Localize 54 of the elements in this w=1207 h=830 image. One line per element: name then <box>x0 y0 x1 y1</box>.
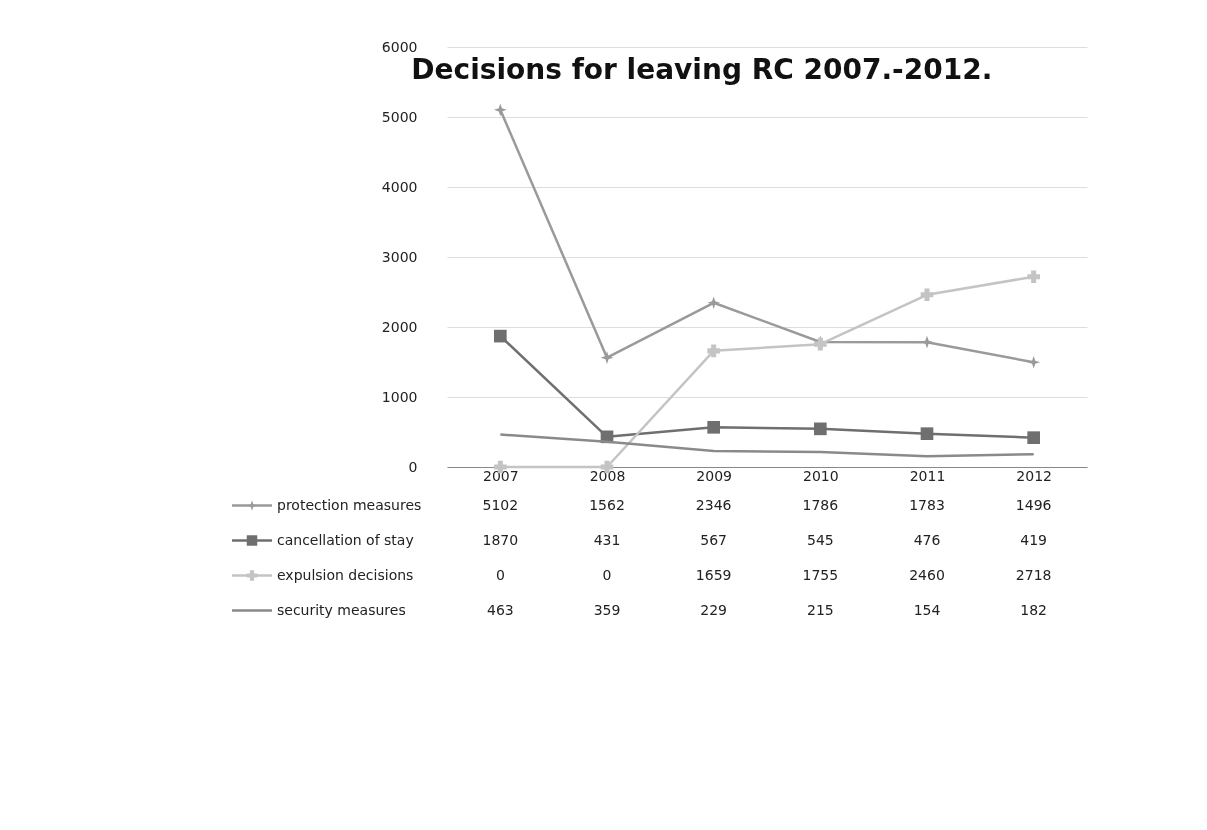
legend-label: protection measures <box>277 496 422 513</box>
y-tick-label: 5000 <box>381 108 418 125</box>
y-tick-label: 0 <box>408 458 418 475</box>
data-label: 5102 <box>482 496 519 513</box>
data-label: 182 <box>1020 601 1048 618</box>
point <box>494 103 507 117</box>
data-label: 2346 <box>695 496 732 513</box>
chart-title: Decisions for leaving RC 2007.-2012. <box>411 53 993 86</box>
data-label: 154 <box>913 601 941 618</box>
x-tick-label: 2010 <box>803 467 839 484</box>
data-label: 229 <box>700 601 728 618</box>
data-label: 359 <box>593 601 621 618</box>
data-label: 0 <box>495 566 505 583</box>
y-tick-label: 6000 <box>381 38 418 55</box>
data-label: 1755 <box>802 566 839 583</box>
data-label: 1786 <box>802 496 839 513</box>
point <box>494 329 507 343</box>
data-label: 545 <box>806 531 834 548</box>
point <box>814 422 827 436</box>
legend-label: cancellation of stay <box>277 531 414 548</box>
point <box>1027 270 1040 284</box>
data-label: 419 <box>1020 531 1048 548</box>
x-tick-label: 2007 <box>483 467 519 484</box>
data-label: 567 <box>700 531 728 548</box>
x-tick-label: 2009 <box>696 467 732 484</box>
point <box>920 427 934 440</box>
point <box>707 296 720 310</box>
point <box>600 351 614 364</box>
legend-label: security measures <box>277 601 406 618</box>
x-tick-label: 2012 <box>1016 467 1052 484</box>
data-label: 2718 <box>1015 566 1052 583</box>
y-tick-label: 2000 <box>381 318 418 335</box>
point <box>1027 431 1040 444</box>
data-label: 1496 <box>1015 496 1052 513</box>
data-label: 431 <box>593 531 621 548</box>
data-label: 1870 <box>482 531 519 548</box>
data-label: 1562 <box>589 496 625 513</box>
data-label: 215 <box>806 601 834 618</box>
point <box>920 288 934 302</box>
data-label: 463 <box>486 601 514 618</box>
data-label: 476 <box>913 531 941 548</box>
y-tick-label: 4000 <box>381 178 418 195</box>
data-label: 2460 <box>909 566 945 583</box>
data-label: 1659 <box>695 566 732 583</box>
y-tick-label: 1000 <box>381 388 418 405</box>
data-label: 1783 <box>909 496 945 513</box>
legend-label: expulsion decisions <box>277 566 414 583</box>
point <box>707 344 720 358</box>
x-tick-label: 2008 <box>589 467 626 484</box>
y-tick-label: 3000 <box>381 248 418 265</box>
point <box>1027 355 1040 369</box>
data-label: 0 <box>602 566 612 583</box>
x-tick-label: 2011 <box>909 467 946 484</box>
point <box>707 420 720 434</box>
